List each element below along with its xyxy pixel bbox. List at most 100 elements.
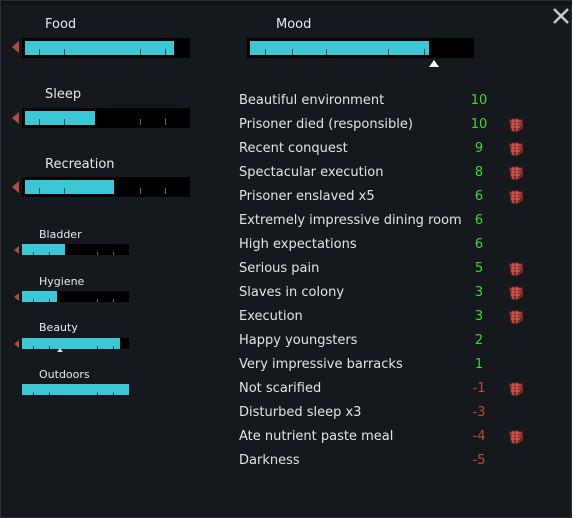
thought-value: 10 bbox=[470, 93, 488, 108]
thought-value: 10 bbox=[470, 117, 488, 132]
need-bar-hygiene[interactable] bbox=[22, 291, 129, 302]
thought-label: Prisoner died (responsible) bbox=[239, 117, 413, 132]
bar-tick bbox=[33, 299, 34, 302]
thought-label: Prisoner enslaved x5 bbox=[239, 189, 375, 204]
bar-tick bbox=[113, 392, 114, 395]
bar-tick bbox=[49, 299, 50, 302]
bar-tick bbox=[39, 49, 40, 55]
thought-label: High expectations bbox=[239, 237, 357, 252]
bar-tick bbox=[39, 119, 40, 125]
need-fill bbox=[22, 291, 57, 302]
title-strip bbox=[1, 1, 572, 5]
down-arrow-icon bbox=[14, 246, 19, 254]
need-fill bbox=[22, 384, 129, 395]
close-icon[interactable] bbox=[550, 5, 572, 27]
mood-label: Mood bbox=[276, 17, 312, 32]
bar-tick bbox=[165, 188, 166, 194]
bar-tick bbox=[49, 346, 50, 349]
need-bar-beauty[interactable] bbox=[22, 338, 129, 349]
thought-row[interactable]: Serious pain 5 bbox=[239, 257, 539, 281]
bar-tick bbox=[140, 49, 141, 55]
thought-value: 6 bbox=[474, 213, 484, 228]
bar-tick bbox=[97, 299, 98, 302]
need-bar-recreation[interactable] bbox=[22, 177, 190, 197]
bar-tick bbox=[113, 252, 114, 255]
need-fill bbox=[22, 338, 120, 349]
prisoner-hand-icon bbox=[507, 189, 525, 205]
need-bar-outdoors[interactable] bbox=[22, 384, 129, 395]
need-fill bbox=[22, 244, 65, 255]
bar-tick bbox=[97, 392, 98, 395]
thought-value: 5 bbox=[474, 261, 484, 276]
bar-tick bbox=[97, 346, 98, 349]
bar-tick bbox=[64, 119, 65, 125]
bar-tick bbox=[33, 252, 34, 255]
bar-tick bbox=[140, 188, 141, 194]
prisoner-hand-icon bbox=[507, 117, 525, 133]
bar-tick bbox=[113, 346, 114, 349]
thought-row[interactable]: Prisoner enslaved x5 6 bbox=[239, 185, 539, 209]
thought-value: 8 bbox=[474, 165, 484, 180]
thought-row[interactable]: Very impressive barracks 1 bbox=[239, 353, 539, 377]
thought-label: Spectacular execution bbox=[239, 165, 384, 180]
need-label-recreation: Recreation bbox=[45, 157, 115, 172]
need-bar-bladder[interactable] bbox=[22, 244, 129, 255]
thought-row[interactable]: Not scarified -1 bbox=[239, 377, 539, 401]
bar-tick bbox=[165, 49, 166, 55]
thought-row[interactable]: Slaves in colony 3 bbox=[239, 281, 539, 305]
prisoner-hand-icon bbox=[507, 285, 525, 301]
need-label-beauty: Beauty bbox=[39, 321, 78, 334]
thought-row[interactable]: High expectations 6 bbox=[239, 233, 539, 257]
thought-value: -4 bbox=[472, 429, 486, 444]
down-arrow-icon bbox=[14, 340, 19, 348]
thought-value: 1 bbox=[474, 357, 484, 372]
bar-tick bbox=[326, 49, 327, 55]
thought-value: -5 bbox=[472, 453, 486, 468]
thought-value: 3 bbox=[474, 285, 484, 300]
thought-row[interactable]: Happy youngsters 2 bbox=[239, 329, 539, 353]
thought-value: 3 bbox=[474, 309, 484, 324]
bar-tick bbox=[33, 392, 34, 395]
thought-row[interactable]: Disturbed sleep x3 -3 bbox=[239, 401, 539, 425]
thought-label: Recent conquest bbox=[239, 141, 348, 156]
down-arrow-icon bbox=[12, 181, 19, 193]
need-bar-food[interactable] bbox=[22, 38, 190, 58]
bar-tick bbox=[49, 252, 50, 255]
down-arrow-icon bbox=[12, 41, 19, 53]
thought-label: Execution bbox=[239, 309, 303, 324]
mood-target-marker-icon bbox=[429, 60, 439, 67]
bar-tick bbox=[64, 188, 65, 194]
thought-row[interactable]: Spectacular execution 8 bbox=[239, 161, 539, 185]
need-label-outdoors: Outdoors bbox=[39, 368, 90, 381]
thought-value: 9 bbox=[474, 141, 484, 156]
thought-row[interactable]: Execution 3 bbox=[239, 305, 539, 329]
mood-bar[interactable] bbox=[247, 38, 474, 58]
thought-label: Happy youngsters bbox=[239, 333, 358, 348]
need-label-sleep: Sleep bbox=[45, 87, 82, 102]
bar-tick bbox=[33, 346, 34, 349]
thought-label: Darkness bbox=[239, 453, 300, 468]
thought-label: Very impressive barracks bbox=[239, 357, 403, 372]
bar-tick bbox=[140, 119, 141, 125]
bar-tick bbox=[165, 119, 166, 125]
thought-row[interactable]: Darkness -5 bbox=[239, 449, 539, 473]
bar-tick bbox=[424, 49, 425, 55]
thought-value: -3 bbox=[472, 405, 486, 420]
threshold-marker-icon bbox=[57, 348, 63, 352]
thought-row[interactable]: Extremely impressive dining room 6 bbox=[239, 209, 539, 233]
down-arrow-icon bbox=[12, 112, 19, 124]
need-bar-sleep[interactable] bbox=[22, 108, 190, 128]
thought-row[interactable]: Prisoner died (responsible) 10 bbox=[239, 113, 539, 137]
thought-row[interactable]: Ate nutrient paste meal -4 bbox=[239, 425, 539, 449]
bar-tick bbox=[292, 49, 293, 55]
prisoner-hand-icon bbox=[507, 165, 525, 181]
bar-tick bbox=[97, 252, 98, 255]
thought-label: Extremely impressive dining room bbox=[239, 213, 462, 228]
bar-tick bbox=[265, 49, 266, 55]
thought-row[interactable]: Recent conquest 9 bbox=[239, 137, 539, 161]
bar-tick bbox=[49, 392, 50, 395]
need-fill bbox=[25, 111, 95, 125]
need-fill bbox=[25, 180, 114, 194]
thought-row[interactable]: Beautiful environment 10 bbox=[239, 89, 539, 113]
